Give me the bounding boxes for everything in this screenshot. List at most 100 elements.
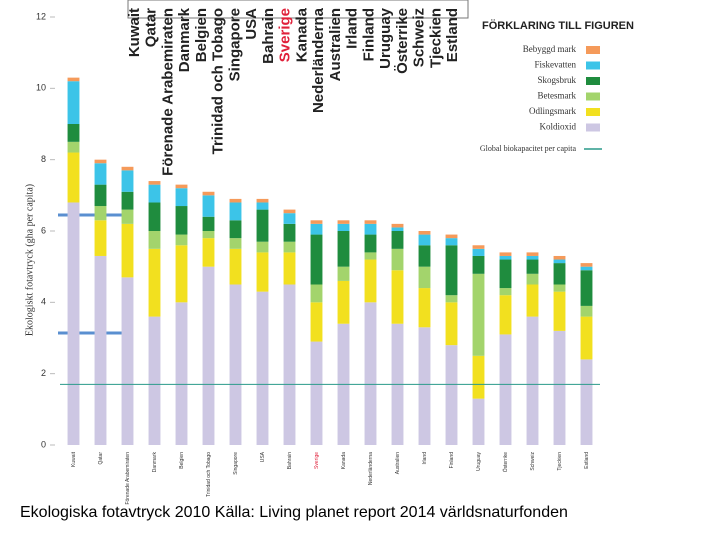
bar-segment (580, 316, 593, 360)
legend-swatch (586, 77, 600, 85)
bar-segment (148, 248, 161, 317)
bar-segment (445, 295, 458, 303)
bar-segment (175, 302, 188, 445)
country-label: Danmark (176, 7, 193, 72)
bar-segment (256, 291, 269, 445)
bar-segment (553, 255, 566, 260)
bar-segment (337, 231, 350, 267)
legend-swatch (586, 92, 600, 101)
bar-segment (499, 259, 512, 289)
bar-segment (121, 223, 134, 278)
legend-swatch (586, 46, 600, 54)
bar-segment (256, 252, 269, 292)
bar-segment (67, 141, 80, 153)
bar-segment (121, 191, 134, 210)
bar-segment (337, 223, 350, 231)
bar-segment (526, 316, 539, 445)
bar-segment (364, 259, 377, 303)
bar-segment (148, 202, 161, 231)
bar-segment (283, 284, 296, 445)
bar-segment (94, 220, 107, 256)
country-label: Förenade Arabemiraten (159, 8, 176, 176)
bar-segment (229, 220, 242, 239)
legend-swatch (586, 108, 600, 116)
y-axis-title: Ekologiskt fotavtryck (gha per capita) (24, 184, 35, 336)
bar-segment (526, 255, 539, 260)
y-tick-label: 8 (41, 154, 46, 164)
bar-segment (175, 234, 188, 246)
legend-swatch (586, 123, 600, 132)
bar-segment (175, 245, 188, 303)
bar-segment (148, 231, 161, 249)
bar-segment (256, 209, 269, 242)
country-label: Irland (344, 8, 361, 49)
bar-segment (337, 280, 350, 324)
bar-segment (445, 345, 458, 445)
bar-segment (445, 302, 458, 346)
bar-segment (229, 248, 242, 285)
bar-segment (67, 77, 80, 82)
x-tick-label: Sverige (314, 452, 320, 469)
bar-segment (553, 330, 566, 445)
bar-segment (526, 273, 539, 285)
bar-segment (499, 252, 512, 256)
bar-segment (445, 238, 458, 246)
bar-segment (418, 327, 431, 445)
legend-label: Fiskevatten (535, 60, 577, 70)
x-tick-label: Tjeckien (557, 452, 563, 471)
bar-segment (94, 163, 107, 185)
bar-segment (94, 159, 107, 164)
country-label: Estland (444, 8, 461, 62)
bar-segment (310, 234, 323, 285)
x-tick-label: Kanada (341, 452, 347, 469)
bar-segment (499, 334, 512, 445)
label-box (127, 0, 469, 19)
x-tick-label: Irland (422, 452, 428, 465)
bar-segment (580, 263, 593, 267)
x-tick-label: Nederländerna (368, 452, 374, 485)
bar-segment (499, 255, 512, 260)
bar-segment (94, 206, 107, 221)
bar-segment (364, 220, 377, 224)
bar-segment (445, 245, 458, 296)
legend-label: Betesmark (538, 91, 577, 101)
bar-segment (283, 223, 296, 242)
bar-segment (202, 231, 215, 239)
bar-segment (472, 245, 485, 249)
country-label: Kanada (293, 7, 310, 62)
bar-segment (472, 398, 485, 445)
bar-segment (580, 270, 593, 306)
bar-segment (364, 223, 377, 235)
bar-segment (310, 284, 323, 303)
caption: Ekologiska fotavtryck 2010 Källa: Living… (20, 504, 568, 521)
x-tick-label: Schweiz (530, 452, 536, 471)
bar-segment (202, 195, 215, 217)
x-tick-label: Bahrain (287, 452, 293, 469)
bar-segment (310, 341, 323, 445)
country-label: Finland (360, 8, 377, 61)
bar-segment (499, 288, 512, 296)
bar-segment (175, 184, 188, 189)
bar-segment (364, 252, 377, 260)
legend-swatch (586, 61, 600, 70)
x-tick-label: Australien (395, 452, 401, 474)
bar-segment (472, 355, 485, 399)
legend-label: Bebyggd mark (523, 44, 577, 54)
bar-segment (256, 198, 269, 203)
bar-segment (580, 305, 593, 317)
y-tick-label: 12 (36, 11, 46, 21)
bar-segment (418, 234, 431, 246)
bar-segment (202, 266, 215, 445)
bar-segment (472, 255, 485, 274)
bar-segment (553, 259, 566, 264)
bar-segment (553, 284, 566, 292)
y-tick-label: 0 (41, 439, 46, 449)
bar-segment (148, 316, 161, 445)
y-tick-label: 2 (41, 368, 46, 378)
country-label: Nederländerna (310, 7, 327, 113)
bar-segment (283, 241, 296, 253)
bar-segment (202, 238, 215, 267)
bar-segment (202, 216, 215, 231)
bar-segment (391, 223, 404, 228)
